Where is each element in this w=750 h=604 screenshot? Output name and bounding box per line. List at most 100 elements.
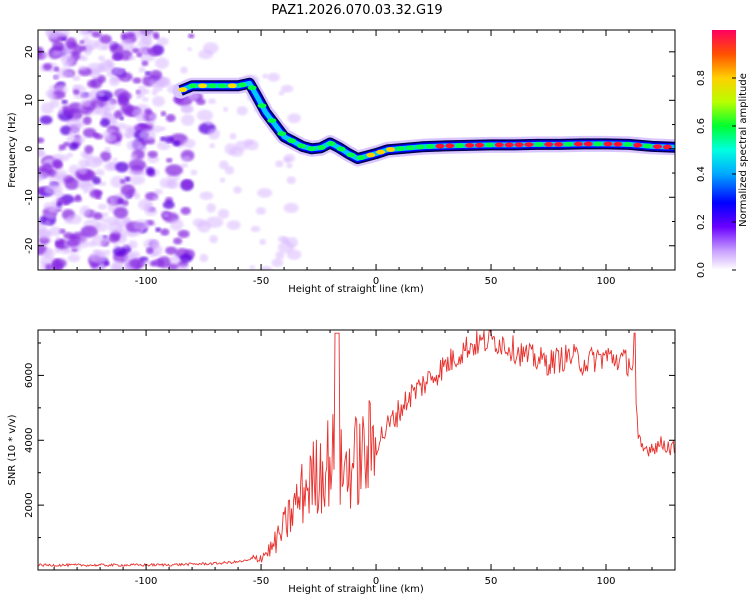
ridge-mark — [465, 142, 475, 148]
noise-blob — [60, 248, 69, 255]
ridge-mark — [425, 144, 435, 149]
noise-blob — [177, 229, 190, 238]
noise-blob — [44, 219, 51, 226]
ridge-mark — [504, 142, 514, 148]
noise-blob — [163, 213, 170, 218]
ridge-mark — [415, 144, 425, 150]
noise-blob — [229, 133, 237, 140]
ridge-mark — [395, 146, 405, 152]
noise-blob — [75, 136, 86, 143]
y-tick-label: 2000 — [24, 492, 35, 517]
noise-blob — [64, 108, 75, 117]
ridge-mark — [386, 147, 396, 152]
noise-blob — [44, 212, 56, 220]
noise-blob — [52, 159, 63, 168]
x-tick-label: -100 — [135, 276, 158, 287]
noise-blob — [103, 249, 111, 256]
ridge-mark — [208, 83, 218, 89]
noise-blob — [151, 240, 159, 247]
colorbar-gradient — [712, 30, 736, 270]
ridge-mark — [564, 141, 574, 147]
ridge-mark — [554, 142, 564, 147]
noise-blob — [108, 233, 120, 243]
noise-blob — [129, 175, 145, 185]
noise-blob — [111, 53, 123, 61]
ridge-mark — [613, 141, 623, 147]
noise-blob — [120, 184, 135, 196]
colorbar-tick-label: 0.0 — [696, 262, 707, 278]
snr-panel: -100 -50 0 50 100 2000 4000 6000 Height of str… — [7, 329, 676, 595]
ridge-mark — [653, 144, 663, 149]
noise-blob — [165, 114, 176, 123]
snr-plot-area — [38, 330, 675, 570]
noise-blob — [112, 157, 118, 162]
noise-blob — [97, 75, 106, 84]
x-tick-label: 0 — [373, 276, 379, 287]
noise-blob — [167, 263, 179, 270]
noise-blob — [180, 206, 191, 215]
ridge-mark — [227, 83, 237, 89]
noise-blob — [180, 66, 188, 74]
ridge-mark — [198, 83, 208, 89]
noise-blob — [286, 162, 293, 169]
noise-blob — [205, 119, 213, 126]
noise-blob — [53, 74, 60, 81]
noise-blob — [207, 128, 221, 140]
noise-blob — [111, 260, 124, 270]
x-tick-label: 50 — [485, 276, 498, 287]
ridge-mark — [306, 146, 316, 152]
ridge-mark — [494, 142, 504, 148]
y-tick-label: 20 — [24, 45, 35, 58]
noise-blob — [114, 141, 122, 147]
noise-blob — [153, 34, 160, 40]
noise-blob — [206, 203, 216, 213]
noise-blob — [278, 90, 285, 96]
noise-blob — [97, 63, 107, 72]
spectrogram-x-axis: -100 -50 0 50 100 — [53, 30, 676, 287]
noise-blob — [56, 30, 70, 38]
noise-blob — [56, 67, 69, 78]
noise-blob — [283, 157, 292, 163]
noise-blob — [159, 136, 167, 142]
noise-blob — [102, 212, 109, 218]
noise-blob — [199, 253, 209, 263]
noise-blob — [67, 214, 83, 225]
noise-blob — [160, 110, 167, 117]
x-tick-label: 100 — [596, 576, 615, 587]
noise-blob — [100, 118, 110, 128]
noise-blob — [112, 67, 125, 76]
noise-blob — [49, 226, 62, 237]
noise-blob — [41, 53, 49, 58]
y-tick-label: 6000 — [24, 363, 35, 388]
noise-blob — [255, 207, 267, 215]
noise-blob — [217, 208, 230, 219]
noise-blob — [181, 179, 193, 189]
noise-blob — [95, 169, 105, 176]
noise-blob — [141, 97, 149, 102]
noise-blob — [199, 191, 214, 200]
noise-blob — [108, 76, 120, 87]
noise-blob — [219, 177, 226, 183]
noise-blob — [147, 120, 156, 126]
noise-blob — [84, 145, 94, 154]
noise-blob — [61, 55, 76, 65]
noise-blob — [144, 206, 150, 212]
noise-blob — [132, 48, 140, 54]
noise-blob — [85, 156, 103, 168]
noise-blob — [93, 133, 104, 140]
noise-blob — [136, 52, 143, 58]
noise-blob — [58, 144, 67, 151]
noise-blob — [51, 49, 62, 57]
x-tick-label: -100 — [135, 576, 158, 587]
spectrogram-y-axis: -20 -10 0 10 20 — [24, 45, 675, 271]
ridge-mark — [455, 143, 465, 148]
noise-blob — [66, 70, 74, 78]
colorbar-tick-label: 0.4 — [696, 166, 707, 182]
noise-blob — [156, 140, 171, 151]
noise-blob — [128, 240, 138, 249]
noise-blob — [249, 265, 256, 270]
ridge-mark — [247, 85, 257, 91]
ridge-mark — [633, 142, 643, 148]
colorbar-ticks: 0.0 0.2 0.4 0.6 0.8 — [696, 70, 736, 278]
